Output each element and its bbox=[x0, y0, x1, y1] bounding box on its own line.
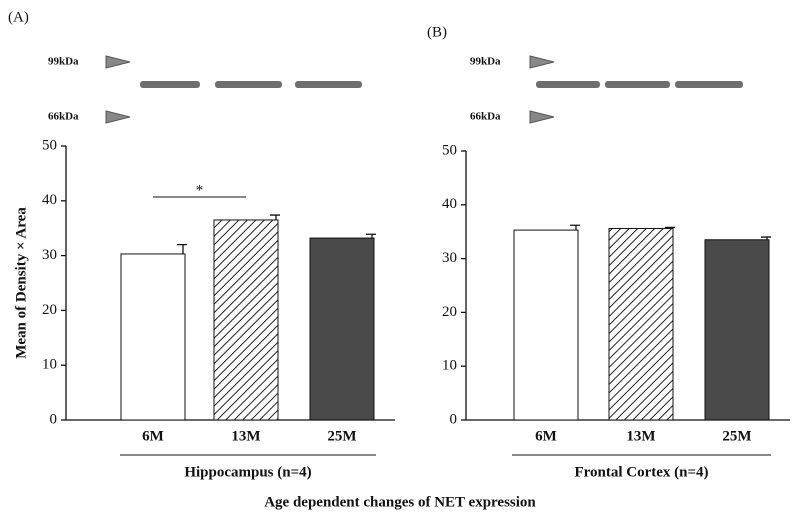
significance-label: * bbox=[196, 182, 204, 198]
bar bbox=[121, 254, 185, 420]
y-tick-label: 50 bbox=[42, 137, 57, 153]
blot-band bbox=[536, 81, 600, 88]
x-axis-label: Frontal Cortex (n=4) bbox=[574, 464, 708, 480]
blot-marker-label: 66kDa bbox=[470, 111, 501, 123]
caption: Age dependent changes of NET expression bbox=[264, 494, 536, 510]
bar bbox=[705, 240, 769, 420]
y-tick-label: 0 bbox=[450, 411, 458, 427]
blot-arrow bbox=[530, 111, 554, 123]
y-tick-label: 30 bbox=[42, 247, 57, 263]
blot-arrow bbox=[530, 56, 554, 68]
blot-band bbox=[295, 81, 362, 88]
blot-band bbox=[215, 81, 282, 88]
blot-marker-label: 66kDa bbox=[48, 111, 79, 123]
x-axis-label: Hippocampus (n=4) bbox=[184, 464, 311, 480]
bar bbox=[310, 238, 374, 420]
error-bar bbox=[270, 215, 280, 220]
y-tick-label: 0 bbox=[50, 411, 58, 427]
bar bbox=[609, 228, 673, 420]
error-bar bbox=[177, 245, 187, 254]
x-tick-label: 13M bbox=[231, 428, 260, 444]
x-tick-label: 25M bbox=[327, 428, 356, 444]
blot-marker-label: 99kDa bbox=[470, 56, 501, 68]
blot-arrow bbox=[106, 111, 130, 123]
y-tick-label: 10 bbox=[42, 357, 57, 373]
error-bar bbox=[570, 225, 580, 230]
x-tick-label: 13M bbox=[626, 428, 655, 444]
figure: Age dependent changes of NET expression … bbox=[0, 0, 804, 514]
y-tick-label: 30 bbox=[442, 250, 457, 266]
blot-band bbox=[605, 81, 670, 88]
x-tick-label: 25M bbox=[722, 428, 751, 444]
y-tick-label: 50 bbox=[442, 142, 457, 158]
bar bbox=[514, 230, 578, 420]
y-tick-label: 10 bbox=[442, 358, 457, 374]
blot-arrow bbox=[106, 56, 130, 68]
bar bbox=[214, 220, 278, 420]
panel-label: (A) bbox=[8, 9, 29, 25]
blot-band bbox=[675, 81, 743, 88]
blot-marker-label: 99kDa bbox=[48, 56, 79, 68]
y-axis-label: Mean of Density × Area bbox=[13, 207, 29, 359]
x-tick-label: 6M bbox=[142, 428, 164, 444]
y-tick-label: 40 bbox=[442, 196, 457, 212]
error-bar bbox=[366, 234, 376, 238]
y-tick-label: 40 bbox=[42, 192, 57, 208]
panel-label: (B) bbox=[427, 24, 447, 40]
x-tick-label: 6M bbox=[535, 428, 557, 444]
y-tick-label: 20 bbox=[442, 304, 457, 320]
blot-band bbox=[140, 81, 200, 88]
y-tick-label: 20 bbox=[42, 302, 57, 318]
